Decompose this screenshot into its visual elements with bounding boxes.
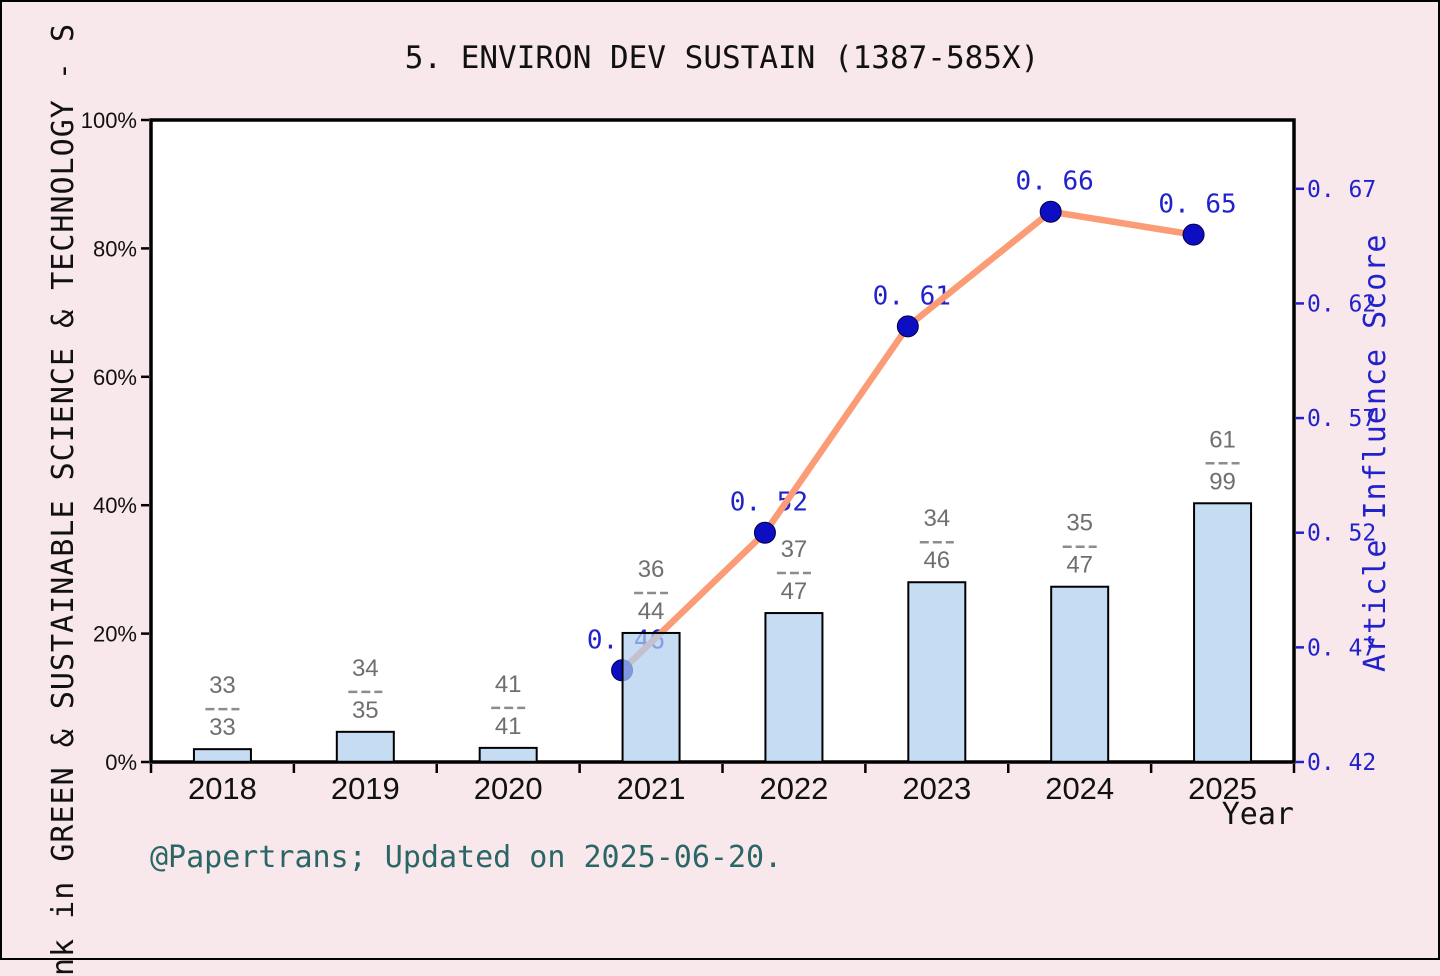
ais-marker [1039, 200, 1062, 223]
fraction-denominator: 99 [1209, 468, 1236, 495]
x-tick-label: 2019 [331, 771, 400, 806]
x-tick-label: 2025 [1188, 771, 1257, 806]
fraction-numerator: 34 [923, 505, 950, 532]
chart-title: 5. ENVIRON DEV SUSTAIN (1387-585X) [404, 40, 1040, 76]
fraction-denominator: 47 [1066, 552, 1093, 579]
left-tick-label: 0% [105, 750, 137, 775]
right-tick-label: 0. 57 [1307, 406, 1376, 432]
fraction-denominator: 46 [923, 547, 950, 574]
fraction-numerator: 61 [1209, 426, 1236, 453]
x-tick-label: 2018 [188, 771, 257, 806]
left-tick-label: 40% [93, 493, 137, 518]
left-tick-label: 80% [93, 236, 137, 261]
bar-2023 [907, 581, 967, 763]
x-tick-label: 2023 [902, 771, 971, 806]
x-tick-label: 2024 [1045, 771, 1114, 806]
bar-2019 [335, 730, 395, 763]
right-tick-label: 0. 62 [1307, 291, 1376, 317]
fraction-numerator: 35 [1066, 510, 1093, 537]
ais-marker [1182, 223, 1205, 246]
fraction-numerator: 41 [495, 671, 522, 698]
ais-marker [896, 315, 919, 338]
line-value-label: 0. 61 [873, 281, 951, 311]
bar-2025 [1193, 502, 1253, 763]
left-tick-label: 60% [93, 365, 137, 390]
fraction-denominator: 47 [781, 578, 808, 605]
line-value-label: 0. 65 [1158, 190, 1236, 220]
x-axis-title: Year [1221, 797, 1294, 832]
plot-area [149, 118, 1296, 764]
bar-2024 [1050, 585, 1110, 764]
x-tick-label: 2021 [617, 771, 686, 806]
fraction-numerator: 37 [781, 536, 808, 563]
left-tick-label: 100% [81, 108, 137, 133]
right-tick-label: 0. 47 [1307, 635, 1376, 661]
bar-2018 [192, 748, 252, 763]
fraction-numerator: 34 [352, 655, 379, 682]
right-tick-label: 0. 42 [1307, 750, 1376, 776]
line-value-label: 0. 66 [1016, 167, 1094, 197]
bar-2021 [621, 631, 681, 764]
bar-2022 [764, 612, 824, 764]
bar-2020 [478, 746, 538, 763]
fraction-denominator: 35 [352, 697, 379, 724]
right-tick-label: 0. 67 [1307, 177, 1376, 203]
x-tick-label: 2022 [759, 771, 828, 806]
fraction-numerator: 36 [638, 556, 665, 583]
left-tick-label: 20% [93, 622, 137, 647]
fraction-denominator: 33 [209, 714, 236, 741]
ais-marker [753, 521, 776, 544]
fraction-denominator: 41 [495, 713, 522, 740]
fraction-denominator: 44 [638, 598, 665, 625]
fraction-numerator: 33 [209, 672, 236, 699]
x-tick-label: 2020 [474, 771, 543, 806]
caption: @Papertrans; Updated on 2025-06-20. [150, 840, 783, 875]
right-tick-label: 0. 52 [1307, 521, 1376, 547]
